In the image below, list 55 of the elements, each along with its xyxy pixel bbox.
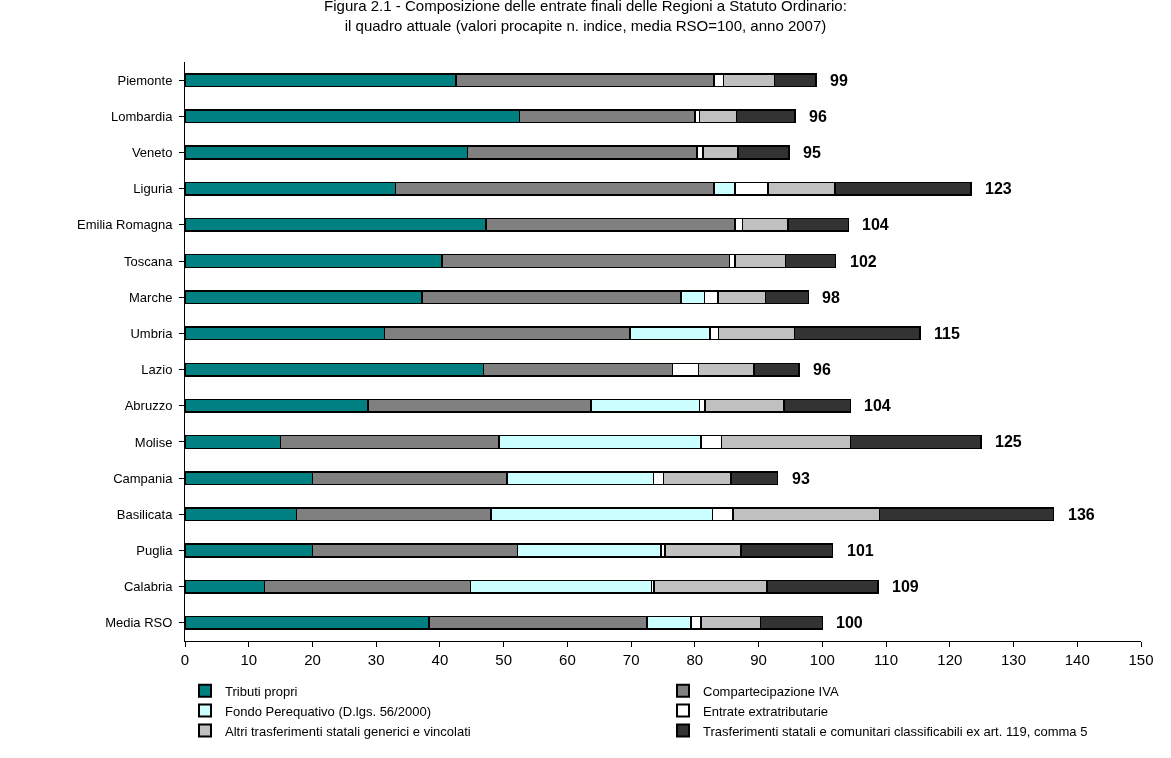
x-tick-label: 80: [686, 651, 704, 668]
legend-label: Compartecipazione IVA: [703, 683, 839, 699]
x-tick-label: 50: [495, 651, 513, 668]
total-label: 123: [985, 180, 1012, 197]
legend-label: Fondo Perequativo (D.lgs. 56/2000): [225, 703, 431, 719]
y-tick-label: Campania: [113, 470, 174, 486]
x-tick-label: 60: [559, 651, 576, 668]
total-label: 101: [847, 542, 874, 559]
legend-label: Altri trasferimenti statali generici e vincolati: [225, 723, 471, 739]
y-tick-label: Emilia Romagna: [77, 217, 174, 233]
legend-label: Trasferimenti statali e comunitari classificabili ex art. 119, comma 5: [703, 723, 1088, 739]
x-tick-label: 130: [1001, 651, 1027, 668]
x-tick-label: 0: [180, 651, 190, 668]
total-label: 99: [830, 72, 848, 89]
legend-label: Entrate extratributarie: [703, 703, 829, 719]
total-label: 93: [792, 470, 810, 487]
chart-title: Figura 2.1 - Composizione delle entrate finali delle Regioni a Statuto Ordinario: il quadro attuale (valori procapite n. indice, media RSO=100, anno 2007): [324, 0, 847, 34]
x-tick-label: 20: [304, 651, 321, 668]
x-tick-label: 30: [367, 651, 385, 668]
y-tick-label: Lombardia: [110, 108, 174, 124]
y-tick-label: Calabria: [123, 579, 174, 595]
total-label: 98: [822, 289, 840, 306]
total-label: 125: [995, 433, 1022, 450]
y-tick-label: Media RSO: [105, 615, 173, 631]
total-label: 96: [813, 361, 831, 378]
x-tick-label: 100: [809, 651, 835, 668]
total-label: 95: [803, 144, 821, 161]
x-tick-label: 10: [240, 651, 258, 668]
y-tick-label: Veneto: [131, 145, 173, 161]
y-tick-label: Puglia: [136, 543, 174, 559]
total-label: 104: [862, 216, 889, 233]
y-tick-label: Umbria: [130, 325, 174, 341]
x-tick-label: 150: [1128, 651, 1154, 668]
total-label: 100: [836, 614, 863, 631]
y-tick-label: Basilicata: [116, 506, 174, 522]
x-tick-label: 140: [1064, 651, 1090, 668]
x-tick-label: 70: [622, 651, 640, 668]
y-tick-label: Toscana: [123, 253, 174, 269]
y-tick-label: Molise: [134, 434, 173, 450]
y-tick-label: Marche: [129, 289, 173, 305]
x-tick-label: 120: [937, 651, 963, 668]
x-tick-label: 110: [874, 651, 899, 668]
y-tick-label: Abruzzo: [124, 398, 173, 414]
legend-label: Tributi propri: [225, 683, 298, 699]
x-tick-label: 90: [750, 651, 767, 668]
total-label: 136: [1068, 506, 1095, 523]
y-tick-label: Lazio: [141, 362, 173, 378]
total-label: 96: [809, 108, 827, 125]
y-tick-label: Liguria: [133, 181, 174, 197]
total-label: 104: [864, 397, 891, 414]
total-label: 115: [934, 325, 960, 342]
x-tick-label: 40: [431, 651, 449, 668]
total-label: 109: [892, 578, 919, 595]
y-tick-label: Piemonte: [117, 72, 173, 88]
total-label: 102: [850, 253, 877, 270]
